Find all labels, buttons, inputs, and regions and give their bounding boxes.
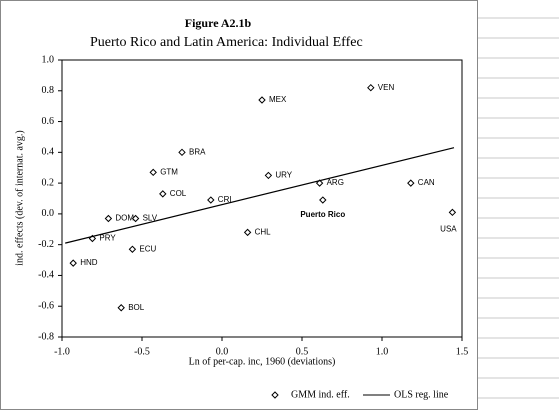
point-label: HND [80,258,98,267]
scatter-point [117,304,125,312]
y-tick-label: -0.8 [38,331,54,342]
point-label: DOM [115,214,134,223]
point-label: COL [170,189,187,198]
point-label: SLV [143,214,158,223]
x-axis-label: Ln of per-cap. inc, 1960 (deviations) [189,356,336,367]
point-label: CHL [255,227,272,236]
x-tick-label: 0.0 [216,346,229,357]
point-label: CAN [418,178,435,187]
plot-marks: -0.8 -0.6 -0.4 -0.2 0.0 0.2 0.4 0.6 0.8 1.0 -1.0 -0… [38,54,468,400]
scatter-point [104,214,113,223]
scatter-point [207,196,215,204]
point-label: URY [275,171,292,180]
point-label: USA [440,224,457,233]
x-tick-label: -0.5 [134,346,150,357]
scatter-point [128,245,137,253]
chart-title: Figure A2.1b [185,16,252,30]
scatter-point [159,190,167,198]
sheet-grid [478,17,559,399]
scatter-point [264,171,273,180]
scatter-point [319,196,327,204]
scatter-point [69,259,77,267]
scatter-point [367,83,375,92]
y-axis-label: ind. effects (dev. of internat. avg.) [14,130,25,266]
point-label: ECU [139,244,156,253]
point-label: GTM [160,167,178,176]
y-tick-label: 0.8 [42,85,55,96]
y-tick-label: -0.2 [38,239,54,250]
scatter-point [448,208,457,217]
y-tick-label: 0.2 [42,177,55,188]
legend-label: GMM ind. eff. [291,389,350,400]
point-label: BRA [189,147,206,156]
point-label: Puerto Rico [300,210,345,219]
point-label: CRI [218,195,232,204]
scatter-point [149,168,157,177]
y-tick-label: 1.0 [42,54,55,65]
y-tick-label: -0.6 [38,301,54,312]
y-tick-label: 0.6 [42,116,55,127]
plot-area [61,59,463,338]
scatter-point [407,179,415,187]
y-tick-label: 0.4 [42,147,55,158]
x-tick-label: 1.0 [376,346,389,357]
scatter-point [131,214,140,223]
y-tick-label: 0.0 [42,208,55,219]
point-label: PRY [99,234,116,243]
y-tick-label: -0.4 [38,270,54,281]
point-label: VEN [378,83,395,92]
x-tick-label: -1.0 [54,346,70,357]
point-label: ARG [327,178,344,187]
x-tick-label: 0.5 [296,346,309,357]
scatter-point [258,96,266,104]
scatter-point [315,179,324,187]
point-label: BOL [128,303,145,312]
legend-marker [271,391,279,399]
scatter-point [243,228,252,237]
legend-label: OLS reg. line [394,389,449,400]
chart-border [0,0,478,410]
chart-subtitle: Puerto Rico and Latin America: Individua… [90,35,363,50]
x-tick-label: 1.5 [456,346,469,357]
scatter-point [178,148,186,157]
regression-line [65,147,455,244]
point-label: MEX [269,95,287,104]
